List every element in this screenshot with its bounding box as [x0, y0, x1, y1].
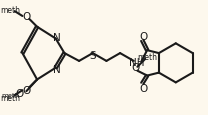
Text: N: N: [53, 64, 61, 74]
Text: N: N: [53, 33, 61, 43]
Text: S: S: [89, 51, 96, 60]
Text: meth: meth: [2, 92, 20, 98]
Text: meth: meth: [1, 93, 21, 102]
Text: meth: meth: [137, 53, 157, 62]
Text: NH: NH: [129, 57, 144, 67]
Text: O: O: [22, 12, 30, 22]
Text: O: O: [139, 83, 147, 93]
Text: meth: meth: [1, 6, 21, 14]
Text: O: O: [139, 31, 147, 41]
Text: O: O: [15, 88, 24, 98]
Text: O: O: [22, 85, 30, 95]
Text: O: O: [131, 62, 140, 72]
